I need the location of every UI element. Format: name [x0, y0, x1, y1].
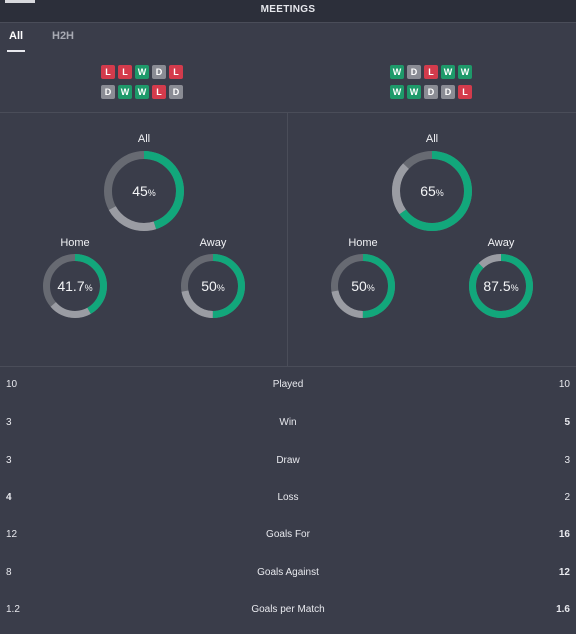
- ring-svg: [392, 151, 472, 231]
- form-badge: W: [441, 65, 455, 79]
- header-corner-accent: [5, 0, 35, 3]
- section-divider-top: [0, 112, 576, 113]
- form-badge: L: [458, 85, 472, 99]
- ring-secondary-arc: [392, 151, 472, 231]
- active-tab-indicator: [7, 50, 25, 52]
- stat-label: Goals For: [266, 529, 310, 540]
- section-divider-bottom: [0, 366, 576, 367]
- stat-right-value: 5: [564, 417, 570, 428]
- ring-svg: [469, 254, 533, 318]
- left-home-label: Home: [60, 237, 90, 249]
- left-all-ring: 45%: [104, 151, 184, 231]
- ring-fill-arc: [104, 151, 184, 231]
- ring-value: 41.7%: [57, 278, 93, 294]
- stat-label: Goals Against: [257, 567, 319, 578]
- ring-svg: [43, 254, 107, 318]
- ring-fill-arc: [181, 254, 245, 318]
- form-badge: D: [441, 85, 455, 99]
- form-badge: W: [407, 85, 421, 99]
- stat-row-goals-for: 12 Goals For 16: [0, 529, 576, 549]
- ring-value: 50%: [351, 278, 375, 294]
- stat-left-value: 12: [6, 529, 18, 540]
- stat-row-draw: 3 Draw 3: [0, 455, 576, 475]
- meetings-header: MEETINGS: [0, 0, 576, 23]
- tab-bar: All H2H: [0, 30, 576, 52]
- ring-svg: [181, 254, 245, 318]
- ring-value: 50%: [201, 278, 225, 294]
- tab-all[interactable]: All: [9, 30, 24, 42]
- stat-row-goals-against: 8 Goals Against 12: [0, 567, 576, 587]
- ring-value: 87.5%: [483, 278, 519, 294]
- stat-left-value: 3: [6, 455, 12, 466]
- form-badge: L: [424, 65, 438, 79]
- form-badge: L: [152, 85, 166, 99]
- stat-right-value: 1.6: [556, 604, 570, 615]
- ring-value: 65%: [420, 183, 444, 199]
- stat-left-value: 1.2: [6, 604, 20, 615]
- form-badge: L: [169, 65, 183, 79]
- ring-secondary-arc: [104, 151, 184, 231]
- stat-label: Loss: [277, 492, 299, 503]
- form-badge: W: [458, 65, 472, 79]
- stat-row-goals-per-match: 1.2 Goals per Match 1.6: [0, 604, 576, 624]
- left-away-ring: 50%: [181, 254, 245, 318]
- right-form-row-2: W W D D L: [390, 85, 472, 99]
- ring-fill-arc: [43, 254, 107, 318]
- stat-right-value: 3: [564, 455, 570, 466]
- stat-row-win: 3 Win 5: [0, 417, 576, 437]
- form-badge: L: [118, 65, 132, 79]
- right-away-ring: 87.5%: [469, 254, 533, 318]
- ring-fill-arc: [469, 254, 533, 318]
- right-home-label: Home: [348, 237, 378, 249]
- form-badge: W: [135, 85, 149, 99]
- ring-svg: [104, 151, 184, 231]
- stat-left-value: 10: [6, 379, 18, 390]
- team-divider: [287, 113, 288, 366]
- form-badge: D: [424, 85, 438, 99]
- ring-fill-arc: [392, 151, 472, 231]
- form-badge: D: [101, 85, 115, 99]
- right-home-ring: 50%: [331, 254, 395, 318]
- right-away-label: Away: [487, 237, 515, 249]
- stat-label: Win: [279, 417, 297, 428]
- form-badge: L: [101, 65, 115, 79]
- left-form-row-1: L L W D L: [101, 65, 183, 79]
- left-all-label: All: [137, 133, 151, 145]
- tab-h2h[interactable]: H2H: [52, 30, 75, 42]
- form-badge: D: [407, 65, 421, 79]
- ring-fill-arc: [331, 254, 395, 318]
- page-title: MEETINGS: [260, 4, 316, 15]
- form-badge: D: [169, 85, 183, 99]
- form-badge: W: [118, 85, 132, 99]
- stat-label: Draw: [276, 455, 300, 466]
- ring-value: 45%: [132, 183, 156, 199]
- right-form-row-1: W D L W W: [390, 65, 472, 79]
- stat-label: Goals per Match: [251, 604, 325, 615]
- form-badge: W: [390, 65, 404, 79]
- stat-right-value: 16: [558, 529, 570, 540]
- stat-row-loss: 4 Loss 2: [0, 492, 576, 512]
- ring-svg: [331, 254, 395, 318]
- right-all-label: All: [425, 133, 439, 145]
- stat-row-played: 10 Played 10: [0, 379, 576, 399]
- left-form-row-2: D W W L D: [101, 85, 183, 99]
- form-badge: W: [135, 65, 149, 79]
- right-all-ring: 65%: [392, 151, 472, 231]
- stat-left-value: 4: [6, 492, 12, 503]
- form-badge: W: [390, 85, 404, 99]
- stat-right-value: 10: [558, 379, 570, 390]
- stat-left-value: 3: [6, 417, 12, 428]
- ring-secondary-arc: [43, 254, 107, 318]
- stat-right-value: 2: [564, 492, 570, 503]
- left-away-label: Away: [199, 237, 227, 249]
- stat-right-value: 12: [558, 567, 570, 578]
- form-badge: D: [152, 65, 166, 79]
- left-home-ring: 41.7%: [43, 254, 107, 318]
- stat-left-value: 8: [6, 567, 12, 578]
- stat-label: Played: [272, 379, 304, 390]
